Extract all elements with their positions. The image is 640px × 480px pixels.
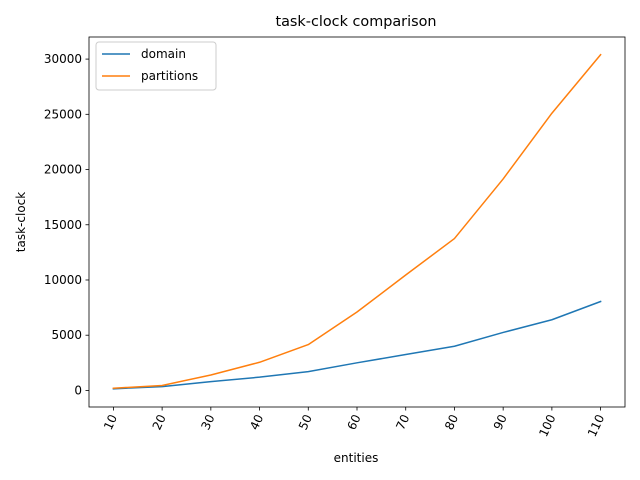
x-tick-label: 60	[345, 412, 364, 432]
x-axis-label: entities	[334, 451, 379, 465]
x-tick-label: 20	[150, 412, 169, 432]
y-tick-label: 15000	[44, 218, 82, 232]
x-tick-label: 10	[101, 412, 120, 432]
y-tick-label: 0	[74, 383, 82, 397]
series-line-partitions	[112, 53, 602, 390]
legend: domain partitions	[95, 41, 217, 91]
x-tick-label: 50	[296, 412, 315, 432]
series-line-domain	[112, 300, 602, 390]
x-tick-label: 40	[247, 412, 266, 432]
x-tick-label: 80	[442, 412, 461, 432]
x-tick-label: 30	[198, 412, 217, 432]
y-axis-label: task-clock	[14, 192, 28, 252]
y-tick-label: 30000	[44, 52, 82, 66]
legend-label-partitions: partitions	[141, 69, 198, 83]
y-tick-label: 25000	[44, 107, 82, 121]
chart-title: task-clock comparison	[275, 14, 436, 30]
y-tick-label: 20000	[44, 163, 82, 177]
y-tick-label: 5000	[51, 328, 82, 342]
x-tick-label: 70	[393, 412, 412, 432]
y-tick-label: 10000	[44, 273, 82, 287]
plot-area: 10 20 30 40 50 60 70 80 90 100 1100500010000150002…	[44, 36, 626, 439]
x-tick-label: 90	[491, 412, 510, 432]
legend-label-domain: domain	[141, 47, 186, 61]
